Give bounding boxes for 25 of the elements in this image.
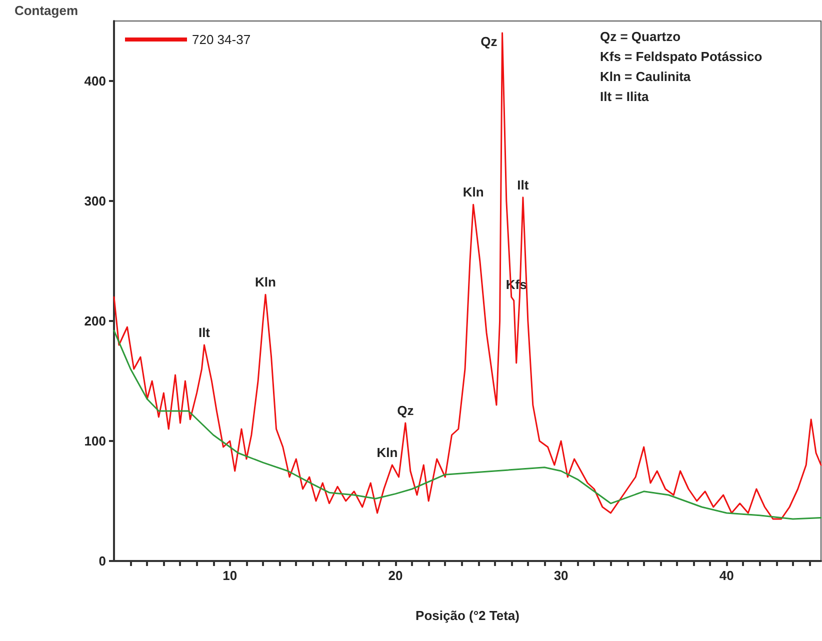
y-axis-title: Contagem — [14, 3, 78, 18]
legend-label: 720 34-37 — [192, 32, 251, 47]
x-tick-label: 20 — [388, 568, 403, 583]
annotation: Kln = Caulinita — [600, 69, 692, 84]
annotation: Qz — [397, 403, 414, 418]
annotation: Kfs = Feldspato Potássico — [600, 49, 762, 64]
line-series — [113, 32, 822, 520]
x-tick-label: 30 — [554, 568, 568, 583]
y-tick-label: 200 — [84, 314, 106, 328]
annotation: Ilt = Ilita — [600, 89, 650, 104]
y-tick-label: 400 — [84, 74, 106, 88]
y-tick-label: 100 — [84, 434, 106, 448]
y-tick-label: 0 — [98, 554, 106, 568]
annotation: Kln — [462, 184, 484, 200]
annotation: Qz — [480, 34, 498, 49]
annotation: Kln — [376, 445, 398, 460]
annotation: Ilt — [517, 177, 530, 192]
annotation: Kln — [255, 274, 276, 290]
annotation: Qz = Quartzo — [600, 29, 681, 44]
x-tick-label: 10 — [222, 568, 238, 583]
line-series — [113, 330, 822, 520]
annotation: Ilt — [198, 325, 211, 340]
x-tick-label: 40 — [719, 568, 734, 583]
x-axis-title: Posição (°2 Teta) — [416, 608, 520, 623]
y-tick-label: 300 — [84, 194, 106, 208]
